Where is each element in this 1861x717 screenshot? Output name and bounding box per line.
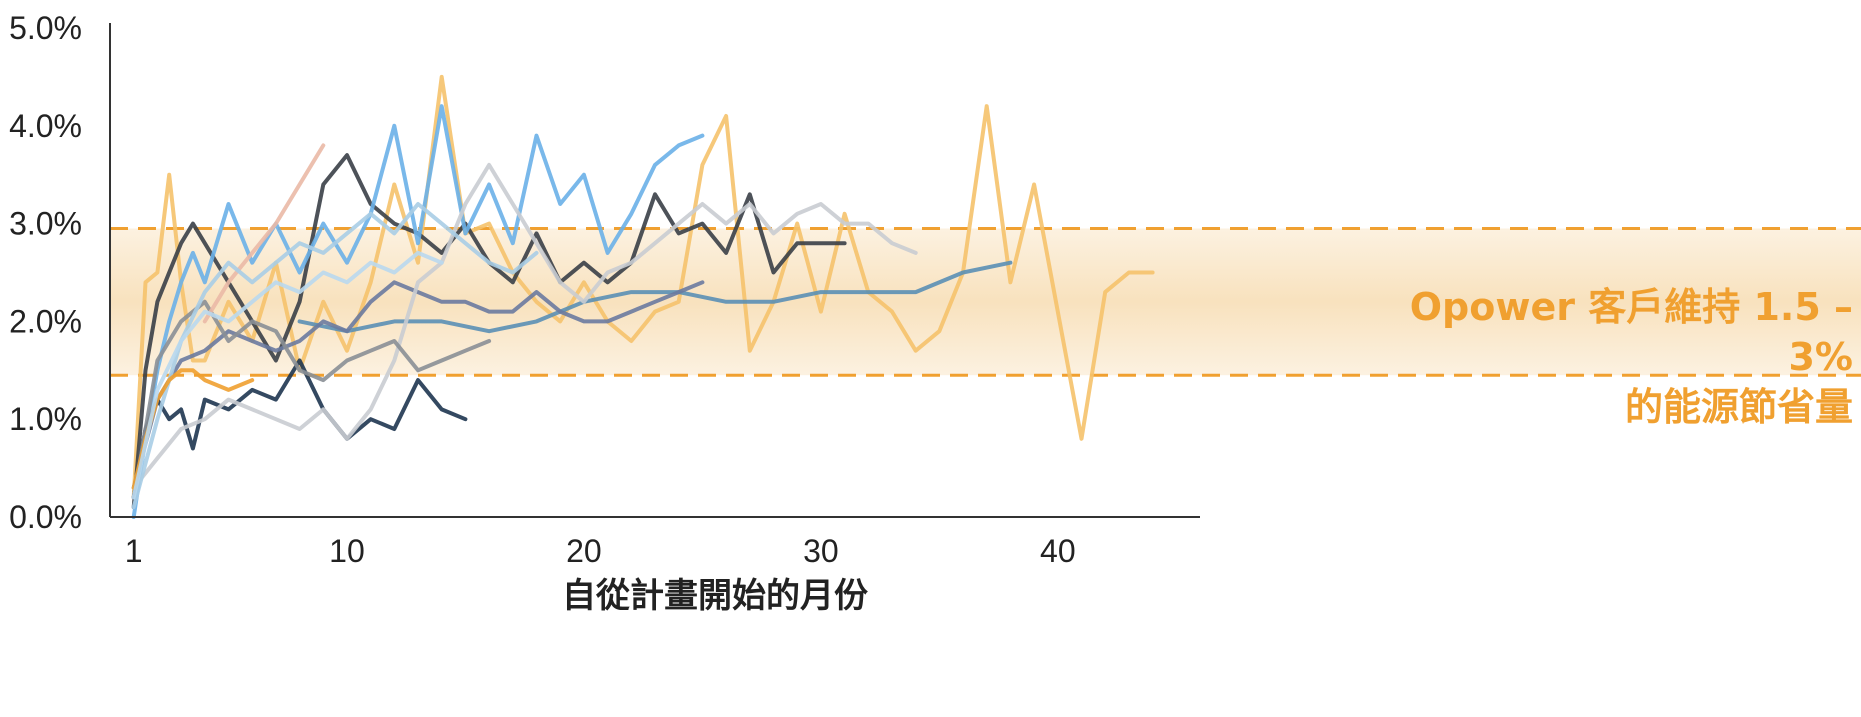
- series-line-10: [131, 202, 539, 510]
- y-tick-label: 0.0%: [9, 499, 82, 535]
- series-line-3: [131, 104, 705, 519]
- y-tick-label: 2.0%: [9, 303, 82, 339]
- series-line-12: [131, 250, 444, 500]
- series-line-5: [131, 280, 705, 490]
- x-axis-label: 自從計畫開始的月份: [562, 576, 868, 616]
- series-lines: [131, 74, 1155, 519]
- series-line-8: [131, 299, 492, 500]
- x-tick-label: 20: [566, 533, 602, 569]
- series-line-6: [131, 358, 468, 500]
- band-annotation: Opower 客戶維持 1.5 – 3% 的能源節省量: [1333, 282, 1853, 432]
- y-tick-label: 3.0%: [9, 206, 82, 242]
- band-annotation-line-3: 的能源節省量: [1624, 385, 1853, 429]
- series-line-9: [202, 143, 326, 324]
- x-tick-label: 40: [1040, 533, 1076, 569]
- band-annotation-line-1: Opower 客戶維持 1.5 –: [1409, 285, 1853, 329]
- y-tick-label: 5.0%: [9, 10, 82, 46]
- series-line-7: [131, 162, 918, 490]
- y-tick-label: 4.0%: [9, 108, 82, 144]
- x-tick-label: 30: [803, 533, 839, 569]
- y-tick-label: 1.0%: [9, 401, 82, 437]
- series-line-4: [297, 260, 1013, 334]
- x-tick-label: 10: [329, 533, 365, 569]
- axes: [109, 23, 1200, 518]
- band-annotation-line-2: 3%: [1788, 335, 1853, 379]
- x-tick-label: 1: [125, 533, 143, 569]
- tick-labels: 0.0% 1.0% 2.0% 3.0% 4.0% 5.0% 1 10 20 30 40 自從計畫開始的…: [9, 10, 1076, 616]
